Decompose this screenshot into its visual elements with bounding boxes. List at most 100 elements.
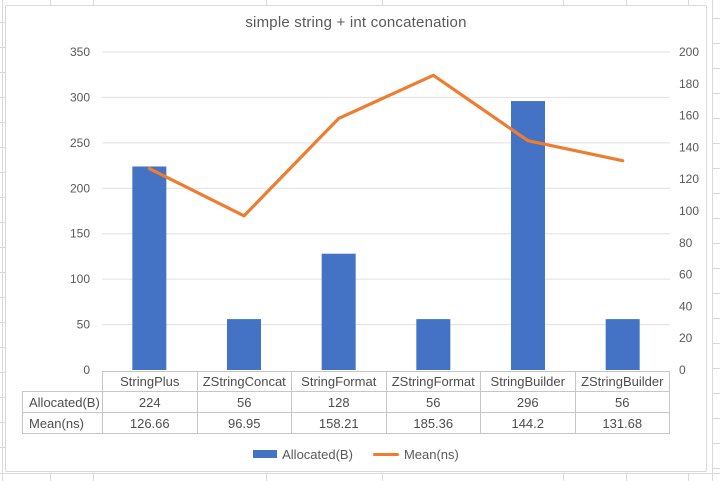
sheet-gridline <box>0 47 5 48</box>
sheet-gridline <box>712 268 720 269</box>
sheet-gridline <box>688 0 689 6</box>
left-axis-tick: 0 <box>83 363 90 377</box>
category-header-StringBuilder: StringBuilder <box>480 371 576 392</box>
bar-ZStringConcat[interactable] <box>227 319 261 370</box>
sheet-gridline <box>626 473 627 481</box>
table-cell: 56 <box>385 391 481 413</box>
sheet-gridline <box>712 418 720 419</box>
sheet-gridline <box>0 322 5 323</box>
row-label-meanns: Mean(ns) <box>22 412 103 434</box>
chart-frame[interactable]: simple string + int concatenation 0 50 100… <box>5 5 707 472</box>
sheet-gridline <box>712 168 720 169</box>
sheet-gridline <box>50 473 51 481</box>
right-axis-tick: 20 <box>679 331 693 345</box>
sheet-gridline <box>712 443 720 444</box>
bar-StringBuilder[interactable] <box>511 101 545 370</box>
legend-label-mean: Mean(ns) <box>403 446 459 462</box>
table-cell: 131.68 <box>574 412 670 434</box>
plot-area: 0 50 100 150 200 250 300 350 0 20 40 60 80 100 120 140 1… <box>70 45 699 377</box>
sheet-gridline <box>0 473 720 474</box>
chart-legend: Allocated(B) Mean(ns) <box>6 444 706 464</box>
sheet-gridline <box>0 347 5 348</box>
table-corner-cell <box>22 371 103 392</box>
table-cell: 126.66 <box>102 412 198 434</box>
sheet-gridline <box>0 147 5 148</box>
table-cell: 224 <box>102 391 198 413</box>
sheet-gridline <box>712 343 720 344</box>
bar-StringPlus[interactable] <box>132 166 167 370</box>
sheet-gridline <box>0 272 5 273</box>
table-cell: 144.2 <box>480 412 576 434</box>
sheet-gridline <box>712 68 720 69</box>
right-axis-tick: 80 <box>679 236 693 250</box>
sheet-gridline <box>0 372 5 373</box>
left-axis-tick: 300 <box>70 90 90 104</box>
right-axis-tick: 200 <box>679 45 699 59</box>
sheet-gridline <box>0 422 5 423</box>
table-cell: 128 <box>291 391 387 413</box>
sheet-gridline <box>266 473 267 481</box>
bar-StringFormat[interactable] <box>321 253 356 370</box>
right-axis-tick: 120 <box>679 172 699 186</box>
sheet-gridline <box>0 97 5 98</box>
sheet-gridline <box>712 318 720 319</box>
table-row: Allocated(B) 224 56 128 56 296 56 <box>22 391 670 413</box>
sheet-gridline <box>2 0 3 481</box>
sheet-gridline <box>0 172 5 173</box>
table-row: Mean(ns) 126.66 96.95 158.21 185.36 144.2 131.… <box>22 412 670 434</box>
data-table-body: StringPlus ZStringConcat StringFormat ZStri… <box>22 371 670 434</box>
sheet-gridline <box>712 393 720 394</box>
mean-line[interactable] <box>147 73 625 218</box>
right-axis-tick: 40 <box>679 299 693 313</box>
sheet-gridline <box>626 0 627 6</box>
sheet-gridline <box>712 293 720 294</box>
sheet-gridline <box>382 473 383 481</box>
table-cell: 56 <box>196 391 292 413</box>
sheet-gridline <box>50 0 51 6</box>
sheet-gridline <box>712 368 720 369</box>
sheet-gridline <box>0 72 5 73</box>
sheet-gridline <box>382 0 383 6</box>
sheet-gridline <box>563 473 564 481</box>
sheet-gridline <box>712 468 720 469</box>
sheet-gridline <box>563 0 564 6</box>
sheet-gridline <box>93 0 94 6</box>
sheet-gridline <box>0 447 5 448</box>
sheet-gridline <box>712 143 720 144</box>
right-axis-tick: 180 <box>679 77 699 91</box>
table-cell: 185.36 <box>385 412 481 434</box>
sheet-gridline <box>712 243 720 244</box>
bar-ZStringFormat[interactable] <box>416 319 451 370</box>
right-axis-tick: 0 <box>679 363 686 377</box>
sheet-gridline <box>0 397 5 398</box>
right-axis-tick: 100 <box>679 204 699 218</box>
sheet-gridline <box>0 22 5 23</box>
sheet-gridline <box>0 297 5 298</box>
right-axis-tick: 140 <box>679 140 699 154</box>
sheet-gridline <box>0 222 5 223</box>
sheet-gridline <box>712 118 720 119</box>
legend-item-mean[interactable]: Mean(ns) <box>372 446 459 462</box>
data-table: StringPlus ZStringConcat StringFormat ZStri… <box>22 371 670 434</box>
category-header-StringFormat: StringFormat <box>291 371 387 392</box>
sheet-gridline <box>0 122 5 123</box>
table-cell: 56 <box>574 391 670 413</box>
sheet-gridline <box>712 18 720 19</box>
category-header-ZStringBuilder: ZStringBuilder <box>574 371 670 392</box>
left-axis-tick: 200 <box>70 181 90 195</box>
category-header-ZStringConcat: ZStringConcat <box>196 371 292 392</box>
bar-ZStringBuilder[interactable] <box>605 319 640 370</box>
line-series-swatch-icon <box>372 452 399 456</box>
category-header-ZStringFormat: ZStringFormat <box>385 371 481 392</box>
sheet-gridline <box>93 473 94 481</box>
left-axis-tick: 250 <box>70 136 90 150</box>
right-axis-tick: 160 <box>679 109 699 123</box>
legend-item-allocated[interactable]: Allocated(B) <box>253 447 353 462</box>
sheet-gridline <box>712 93 720 94</box>
left-axis-tick: 350 <box>70 45 90 59</box>
sheet-gridline <box>712 43 720 44</box>
left-axis-tick: 150 <box>70 227 90 241</box>
category-header-StringPlus: StringPlus <box>102 371 198 392</box>
table-cell: 96.95 <box>196 412 292 434</box>
sheet-gridline <box>712 0 713 481</box>
